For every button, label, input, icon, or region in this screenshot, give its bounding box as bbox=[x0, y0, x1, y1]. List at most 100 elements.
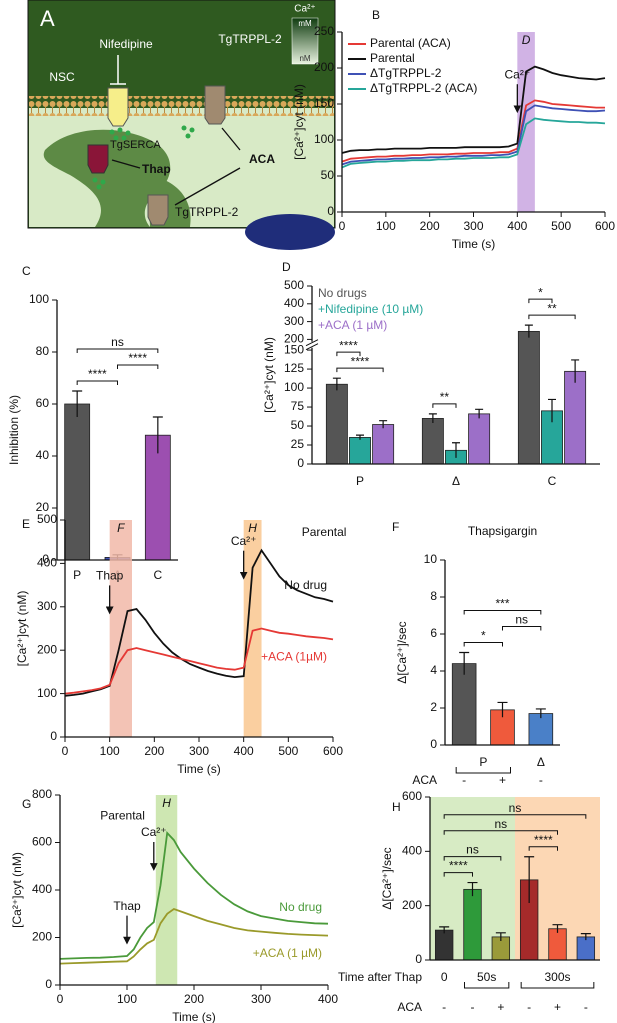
y-tick-label: 200 bbox=[37, 642, 57, 656]
group-bracket bbox=[455, 767, 511, 774]
y-tick-label: 200 bbox=[402, 898, 422, 912]
label-serca: TgSERCA bbox=[110, 139, 161, 151]
y-tick-label: 20 bbox=[36, 500, 50, 514]
membrane bbox=[29, 96, 334, 116]
y-tick-label: 80 bbox=[36, 344, 50, 358]
x-axis-label: Time (s) bbox=[177, 762, 221, 776]
y-tick-label: 0 bbox=[50, 729, 57, 743]
x-axis-label: Time (s) bbox=[172, 1010, 216, 1023]
nucleus bbox=[245, 214, 335, 250]
error-bar bbox=[332, 377, 341, 391]
y-tick-label: 50 bbox=[291, 418, 305, 432]
bar bbox=[325, 383, 348, 465]
x-tick-label: 200 bbox=[144, 744, 164, 758]
sig-label: **** bbox=[128, 351, 147, 365]
y-tick-label: 500 bbox=[284, 278, 304, 292]
row-label: ACA bbox=[412, 773, 437, 787]
bar bbox=[528, 713, 554, 746]
gradient-title: Ca²⁺ bbox=[294, 4, 315, 15]
error-bar bbox=[495, 932, 506, 941]
band bbox=[109, 520, 132, 737]
x-tick-label: - bbox=[539, 773, 543, 787]
error-bar bbox=[497, 701, 508, 718]
bar bbox=[434, 929, 454, 961]
series-line bbox=[59, 830, 329, 960]
error-bar bbox=[459, 651, 470, 675]
y-tick-label: 200 bbox=[32, 930, 52, 944]
trppl-channel-er bbox=[147, 194, 169, 226]
y-axis-label: Inhibition (%) bbox=[7, 395, 21, 465]
x-tick-label: 300 bbox=[189, 744, 209, 758]
y-axis-label: Δ[Ca²⁺]/sec bbox=[380, 847, 394, 909]
annotation: Thap bbox=[96, 569, 124, 583]
x-tick-label: 100 bbox=[376, 219, 396, 233]
y-tick-label: 300 bbox=[284, 314, 304, 328]
annotation: Parental bbox=[100, 809, 145, 823]
error-bar bbox=[428, 413, 437, 423]
sig-bracket bbox=[76, 380, 118, 385]
bar bbox=[576, 936, 596, 961]
sig-bracket bbox=[443, 856, 502, 861]
bar bbox=[548, 928, 567, 961]
band bbox=[517, 32, 535, 212]
legend-label: ΔTgTRPPL-2 (ACA) bbox=[370, 81, 477, 95]
series-line bbox=[341, 99, 605, 163]
y-tick-label: 60 bbox=[36, 396, 50, 410]
inhibit-line bbox=[221, 127, 241, 151]
series-label: No drug bbox=[279, 900, 322, 914]
y-tick-label: 10 bbox=[424, 552, 438, 566]
y-tick-label: 150 bbox=[284, 342, 304, 356]
x-tick-label: 0 bbox=[62, 744, 69, 758]
y-tick-label: 100 bbox=[314, 132, 334, 146]
series-line bbox=[341, 65, 606, 154]
x-tick-label: + bbox=[554, 1000, 561, 1014]
error-bar bbox=[379, 420, 388, 429]
sig-bracket bbox=[528, 298, 553, 304]
y-tick-label: 200 bbox=[314, 60, 334, 74]
y-tick-label: 600 bbox=[402, 789, 422, 803]
y-tick-label: 75 bbox=[291, 399, 305, 413]
legend-label: Parental bbox=[370, 51, 415, 65]
label-aca: ACA bbox=[249, 152, 275, 166]
x-tick-label: - bbox=[471, 1000, 475, 1014]
y-tick-label: 40 bbox=[36, 448, 50, 462]
x-tick-label: 400 bbox=[234, 744, 254, 758]
band-label: H bbox=[162, 796, 171, 810]
y-tick-label: 400 bbox=[284, 296, 304, 310]
sig-label: **** bbox=[449, 859, 468, 873]
legend-label: No drugs bbox=[318, 286, 367, 300]
y-axis-label: [Ca²⁺]cyt (nM) bbox=[262, 337, 276, 413]
x-axis-label: Time (s) bbox=[452, 237, 496, 251]
error-bar bbox=[571, 359, 580, 383]
ca-gradient bbox=[291, 17, 319, 65]
error-bar bbox=[552, 924, 563, 933]
error-bar bbox=[452, 442, 460, 458]
sig-bracket bbox=[443, 814, 587, 819]
y-tick-label: 4 bbox=[430, 663, 437, 677]
x-tick-label: P bbox=[356, 474, 364, 488]
inhibit-line bbox=[111, 159, 141, 169]
sig-label: * bbox=[538, 285, 543, 299]
band bbox=[243, 520, 262, 737]
label-nifedipine: Nifedipine bbox=[99, 37, 153, 51]
y-tick-label: 800 bbox=[32, 787, 52, 801]
error-bar bbox=[524, 856, 535, 903]
annotation: Parental bbox=[302, 525, 347, 539]
sig-label: **** bbox=[351, 354, 370, 368]
y-tick-label: 0 bbox=[42, 552, 49, 566]
y-tick-label: 200 bbox=[284, 332, 304, 346]
group-label: Δ bbox=[537, 755, 545, 769]
y-axis-label: [Ca²⁺]cyt (nM) bbox=[10, 852, 24, 928]
inhibit-line bbox=[174, 167, 241, 206]
legend-label: Parental (ACA) bbox=[370, 36, 451, 50]
y-tick-label: 0 bbox=[45, 977, 52, 991]
y-tick-label: 100 bbox=[284, 380, 304, 394]
x-tick-label: Δ bbox=[452, 474, 460, 488]
bar bbox=[463, 888, 482, 961]
panel-letter: F bbox=[392, 520, 399, 534]
bar bbox=[64, 403, 91, 561]
annotation: Ca²⁺ bbox=[231, 534, 257, 548]
band-label: D bbox=[522, 33, 531, 47]
y-axis-label: Δ[Ca²⁺]/sec bbox=[395, 621, 409, 683]
